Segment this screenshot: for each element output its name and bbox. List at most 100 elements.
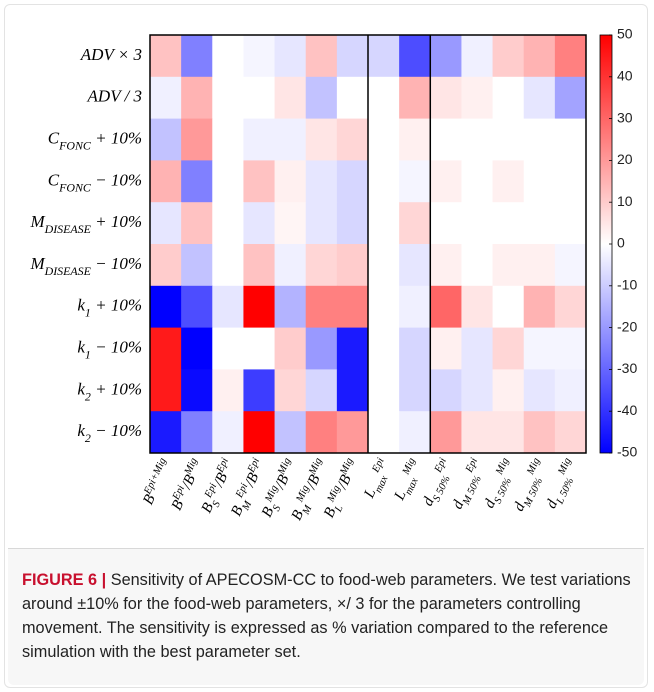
heatmap-cell [523, 160, 556, 203]
row-label: MDISEASE − 10% [29, 254, 142, 278]
heatmap-cell [181, 76, 213, 120]
heatmap-cell [368, 76, 400, 120]
heatmap-cell [305, 202, 338, 245]
heatmap-cell [274, 202, 307, 245]
label-part: DISEASE [44, 264, 92, 278]
heatmap-cell [243, 327, 276, 370]
row-label: k1 + 10% [77, 296, 142, 320]
heatmap-cell [336, 411, 369, 454]
heatmap-cell [274, 327, 307, 370]
label-part: max [403, 476, 421, 497]
heatmap-cell [274, 160, 307, 203]
heatmap-cell [461, 118, 494, 161]
label-part: Epi+Mig [142, 456, 169, 497]
heatmap-cell [212, 118, 244, 161]
heatmap-cell [492, 327, 525, 370]
label-part: k [77, 296, 85, 315]
heatmap-cell [150, 35, 182, 78]
heatmap-cell [430, 35, 462, 78]
row-label: MDISEASE + 10% [29, 212, 142, 236]
label-part: L 50% [554, 476, 576, 507]
heatmap-cell [399, 285, 431, 329]
row-label: ADV × 3 [80, 45, 142, 64]
heatmap-cell [399, 327, 431, 370]
label-part: ADV × 3 [80, 45, 142, 64]
label-part: FONC [58, 180, 92, 194]
heatmap-cell [368, 411, 400, 454]
row-label: ADV / 3 [87, 87, 142, 106]
heatmap-cell [461, 411, 494, 454]
heatmap-cell [150, 411, 182, 454]
label-part: M 50% [460, 474, 483, 508]
heatmap-cell [523, 285, 556, 329]
heatmap-cell [243, 202, 276, 245]
heatmap-cell [523, 35, 556, 78]
label-part: − 10% [91, 170, 142, 189]
heatmap-cell [274, 244, 307, 287]
heatmap-cell [305, 369, 338, 412]
heatmap-cell [461, 244, 494, 287]
heatmap-cell [336, 285, 369, 329]
heatmap-cell [212, 202, 244, 245]
label-part: k [77, 421, 85, 440]
heatmap-cell [554, 369, 587, 412]
heatmap-cell [461, 76, 494, 120]
heatmap-cell [461, 35, 494, 78]
heatmap-cell [243, 35, 276, 78]
heatmap-cell [305, 118, 338, 161]
heatmap-cell [554, 160, 587, 203]
heatmap-cell [554, 118, 587, 161]
row-label: CFONC + 10% [48, 128, 142, 152]
label-part: /B [242, 471, 263, 491]
heatmap-cell [181, 369, 213, 412]
colorbar-tick-label: -30 [617, 360, 637, 376]
label-part: 1 [85, 305, 91, 319]
label-part: Epi [463, 456, 480, 475]
heatmap-cell [150, 76, 182, 120]
heatmap-cell [430, 118, 462, 161]
heatmap-cell [492, 285, 525, 329]
label-part: L [333, 504, 346, 515]
colorbar-tick-label: -50 [617, 444, 637, 460]
colorbar-tick-label: 0 [617, 235, 625, 251]
heatmap-cell [368, 369, 400, 412]
heatmap-cell [181, 285, 213, 329]
heatmap-cell [554, 244, 587, 287]
heatmap-cell [492, 369, 525, 412]
heatmap-cell [492, 244, 525, 287]
column-label: dM 50%Mig [509, 456, 552, 515]
heatmap-cell [492, 76, 525, 120]
heatmap-cell [554, 327, 587, 370]
column-label: BSEpi/BEpi [197, 456, 241, 517]
heatmap-cell [305, 35, 338, 78]
colorbar-tick-label: -10 [617, 277, 637, 293]
heatmap-cell [399, 411, 431, 454]
label-part: /B [335, 473, 356, 493]
label-part: Mig [525, 456, 543, 477]
heatmap-cell [461, 369, 494, 412]
heatmap-cell [430, 244, 462, 287]
heatmap-cell [368, 285, 400, 329]
heatmap-cell [554, 76, 587, 120]
heatmap-cell [336, 160, 369, 203]
label-part: Mig [400, 456, 418, 477]
label-part: C [48, 128, 60, 147]
heatmap-cell [492, 118, 525, 161]
heatmap-cell [212, 411, 244, 454]
heatmap-cell [430, 327, 462, 370]
label-part: Mig [494, 456, 512, 477]
heatmap-cell [305, 244, 338, 287]
label-part: Epi [370, 456, 387, 475]
heatmap-cell [212, 76, 244, 120]
heatmap-cell [274, 411, 307, 454]
heatmap-cell [181, 327, 213, 370]
heatmap-cell [212, 160, 244, 203]
heatmap-cell [461, 285, 494, 329]
heatmap-cell [368, 327, 400, 370]
heatmap-cell [461, 160, 494, 203]
column-label: BEpi+Mig [138, 456, 175, 507]
heatmap-cell [336, 35, 369, 78]
label-part: /B [303, 473, 324, 493]
heatmap-cell [181, 118, 213, 161]
